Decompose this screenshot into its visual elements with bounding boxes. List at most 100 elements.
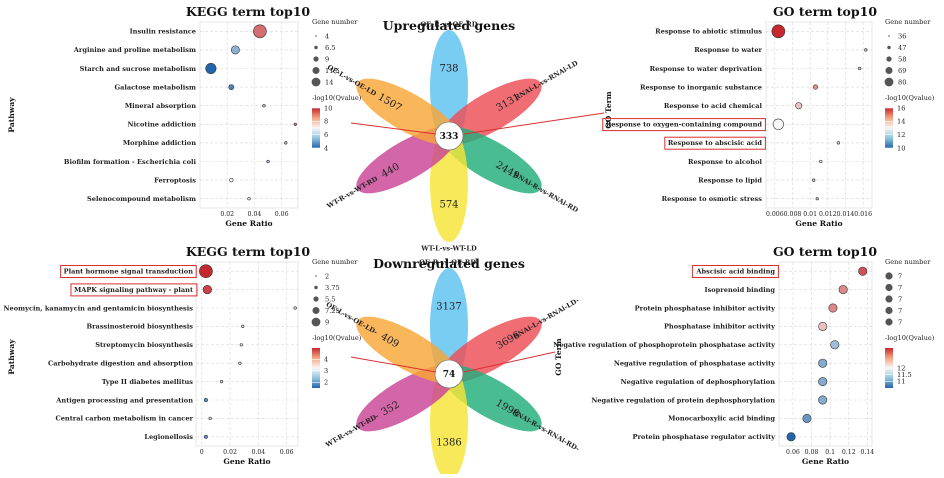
y-category-label: MAPK signaling pathway - plant — [74, 286, 194, 294]
x-axis-title: Gene Ratio — [223, 457, 270, 466]
color-legend-label: 8 — [324, 118, 328, 126]
size-legend-dot — [885, 295, 893, 303]
color-legend-label: 2 — [324, 379, 328, 387]
x-tick-label: 0.08 — [805, 449, 819, 456]
x-tick-label: 0.14 — [860, 449, 874, 456]
y-category-label: Nicotine addiction — [127, 121, 196, 129]
chart-title: GO term top10 — [773, 244, 877, 259]
x-axis-title: Gene Ratio — [225, 219, 272, 228]
venn-title: Upregulated genes — [383, 18, 515, 33]
color-legend-title: -log10(Qvalue) — [885, 334, 935, 342]
y-category-label: Central carbon metabolism in cancer — [55, 415, 193, 423]
y-category-label: Abscisic acid binding — [695, 268, 775, 276]
size-legend-label: 3.75 — [325, 284, 340, 292]
y-category-label: Legionellosis — [144, 433, 193, 441]
data-point — [858, 66, 862, 71]
size-legend-label: 47 — [898, 44, 906, 52]
size-legend: Gene number 36 47 58 69 80 — [884, 18, 931, 87]
size-legend-dot — [313, 296, 319, 302]
color-legend: -log10(Qvalue) 10 8 6 4 — [312, 94, 362, 152]
x-tick-label: 0.008 — [784, 211, 802, 218]
venn-petal-count: 738 — [439, 64, 458, 75]
size-legend-label: 14 — [325, 78, 333, 86]
y-category-label: Galactose metabolism — [114, 83, 196, 91]
data-point — [247, 197, 251, 201]
go_down-chart: 0.06 0.08 0.1 0.12 0.14 Abscisic acid binding… — [553, 244, 935, 466]
size-legend-dot — [314, 285, 318, 290]
color-bar — [885, 108, 893, 148]
venn_up-flower: Upregulated genes738OE-R-vs-OE-RD3131RNA… — [325, 18, 580, 253]
chart-title: KEGG term top10 — [186, 4, 311, 19]
data-point — [205, 62, 217, 74]
venn-petal — [356, 78, 459, 146]
data-point — [815, 197, 819, 201]
data-point — [795, 102, 803, 110]
color-legend: -log10(Qvalue) 4 3 2 — [312, 334, 362, 388]
data-point — [828, 303, 838, 313]
x-tick-label: 0.1 — [825, 449, 835, 456]
color-legend-title: -log10(Qvalue) — [312, 334, 362, 342]
data-point — [293, 306, 297, 310]
highlight-box — [70, 283, 198, 297]
x-tick-label: 0.006 — [766, 211, 784, 218]
data-point — [203, 434, 208, 439]
x-tick-label: 0.02 — [220, 211, 234, 218]
data-point — [203, 398, 208, 402]
size-legend-dot — [312, 307, 320, 314]
venn-center-count: 74 — [443, 370, 456, 380]
data-point — [202, 285, 212, 295]
color-legend-label: 10 — [324, 104, 332, 112]
y-category-label: Response to acid chemical — [664, 102, 763, 110]
data-point — [786, 432, 796, 442]
size-legend-dot — [313, 56, 319, 62]
data-point — [818, 358, 828, 368]
y-category-label: Response to lipid — [698, 176, 762, 184]
x-tick-label: 0.01 — [803, 211, 817, 218]
color-legend-label: 4 — [324, 144, 328, 152]
y-category-label: Selenocompound metabolism — [87, 195, 196, 203]
data-point — [838, 285, 848, 295]
data-point — [771, 24, 786, 39]
y-axis-title: Pathway — [7, 97, 16, 133]
y-category-label: Negative regulation of phosphoprotein ph… — [553, 341, 775, 349]
venn-center — [434, 359, 464, 389]
data-point — [836, 141, 841, 145]
color-bar — [312, 348, 320, 388]
y-category-label: Carbohydrate digestion and absorption — [48, 360, 193, 368]
color-legend-label: 6 — [324, 131, 328, 139]
color-legend-label: 11.5 — [897, 371, 912, 379]
data-point — [266, 159, 270, 164]
data-point — [199, 264, 213, 279]
size-legend: Gene number 7 7 7 7 7 — [885, 258, 931, 326]
size-legend-label: 7 — [898, 318, 902, 326]
go_up-chart: 0.006 0.008 0.01 0.012 0.014 0.016 Response to… — [602, 4, 935, 228]
size-legend-title: Gene number — [885, 258, 931, 266]
data-point — [818, 321, 828, 331]
plot-panel — [195, 261, 299, 447]
y-axis-title: GO Term — [554, 338, 563, 375]
color-legend-title: -log10(Qvalue) — [885, 94, 935, 102]
connector-line — [350, 356, 437, 373]
size-legend-dot — [887, 45, 891, 50]
data-point — [864, 48, 868, 52]
y-category-label: Type II diabetes mellitus — [102, 378, 194, 386]
color-legend-title: -log10(Qvalue) — [312, 94, 362, 102]
data-point — [228, 84, 235, 90]
venn-petal-count: 1386 — [436, 438, 461, 449]
connector-line — [463, 351, 556, 373]
size-legend-label: 7 — [898, 295, 902, 303]
highlight-box — [602, 118, 766, 132]
data-point — [239, 343, 243, 347]
venn-center — [434, 121, 464, 151]
data-point — [229, 177, 234, 183]
size-legend-dot — [311, 317, 321, 327]
color-legend-label: 3 — [324, 367, 328, 375]
y-category-label: Response to water deprivation — [650, 65, 763, 73]
data-point — [238, 361, 242, 365]
venn-set-label: OE-R-vs-OE-RD- — [419, 259, 479, 267]
data-point — [819, 159, 823, 164]
y-category-label: Protein phosphatase inhibitor activity — [635, 304, 776, 312]
y-category-label: Brassinosteroid biosynthesis — [87, 323, 194, 331]
size-legend-label: 69 — [898, 67, 906, 75]
size-legend-label: 9 — [325, 318, 329, 326]
